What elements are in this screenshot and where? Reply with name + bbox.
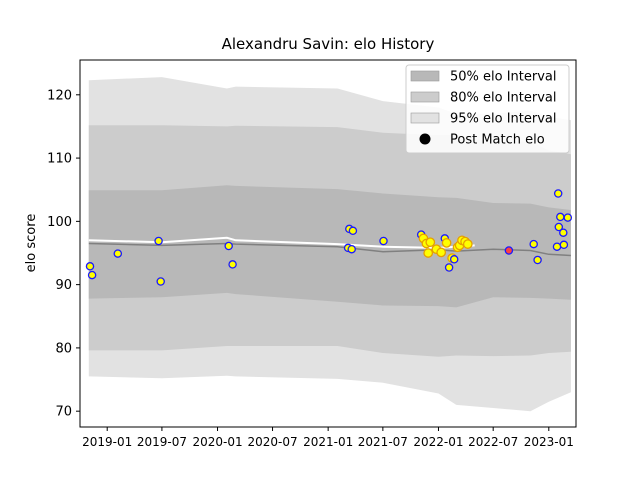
x-tick-label-2021-07: 2021-07: [358, 435, 408, 449]
post-match-point-11: [348, 226, 358, 236]
post-match-point-33: [552, 242, 562, 251]
post-match-point-5: [156, 277, 165, 286]
post-match-point-31: [529, 239, 538, 249]
x-tick-label-2023-01: 2023-01: [524, 435, 574, 449]
plot-area: 70 80 90 100 110 120 2019-01 2019-07 2020-01 2020…: [47, 59, 577, 449]
post-match-point-34: [553, 189, 563, 198]
x-tick-label-2020-01: 2020-01: [192, 435, 242, 449]
post-match-point-29: [462, 239, 473, 249]
x-tick-label-2022-01: 2022-01: [413, 435, 463, 449]
x-tick-label-2020-07: 2020-07: [247, 435, 297, 449]
post-match-point-16: [423, 248, 434, 258]
legend-label-2: 80% elo Interval: [450, 91, 557, 106]
legend-box: [405, 64, 570, 154]
x-tick-label-2019-01: 2019-01: [82, 435, 132, 449]
post-match-point-32: [533, 255, 542, 265]
legend: 50% elo Interval 80% elo Interval 95% elo …: [405, 64, 570, 154]
legend-swatch-3: [410, 112, 440, 124]
legend-label-4: Post Match elo: [450, 133, 545, 148]
post-match-point-35: [554, 222, 564, 232]
chart-title: Alexandru Savin: elo History: [222, 35, 435, 53]
post-match-point-36: [556, 212, 565, 222]
post-match-point-1: [85, 262, 95, 271]
y-tick-label-120: 120: [47, 88, 72, 103]
x-tick-label-2021-01: 2021-01: [303, 435, 353, 449]
post-match-point-24: [449, 255, 459, 264]
post-match-point-17: [425, 237, 436, 248]
legend-label-1: 50% elo Interval: [450, 70, 557, 85]
x-tick-label-2019-07: 2019-07: [137, 435, 187, 449]
y-axis-label: elo score: [24, 214, 39, 273]
post-match-point-4: [154, 236, 163, 246]
post-match-point-22: [444, 263, 454, 272]
post-match-point-37: [559, 228, 568, 237]
y-tick-label-80: 80: [55, 341, 72, 356]
x-tick-label-2022-07: 2022-07: [468, 435, 518, 449]
legend-swatch-2: [410, 91, 440, 103]
y-tick-label-110: 110: [47, 152, 72, 167]
post-match-point-10: [347, 244, 356, 254]
post-match-point-21: [441, 238, 452, 248]
post-match-point-6: [224, 241, 233, 251]
legend-swatch-1: [410, 70, 440, 82]
mean-elo-line: [88, 236, 475, 249]
post-match-point-2: [87, 270, 97, 280]
post-match-point-39: [563, 213, 573, 222]
post-match-point-38: [559, 240, 569, 250]
legend-marker-post-match: [419, 133, 431, 145]
post-match-point-30: [504, 246, 514, 255]
post-match-point-12: [379, 236, 388, 246]
legend-label-3: 95% elo Interval: [450, 112, 557, 127]
post-match-point-19: [436, 247, 447, 258]
post-match-point-7: [228, 260, 237, 269]
y-tick-label-100: 100: [47, 215, 72, 230]
median-elo-line: [88, 242, 571, 257]
post-match-point-3: [113, 249, 123, 258]
y-tick-label-90: 90: [55, 278, 72, 293]
y-tick-label-70: 70: [55, 405, 72, 420]
